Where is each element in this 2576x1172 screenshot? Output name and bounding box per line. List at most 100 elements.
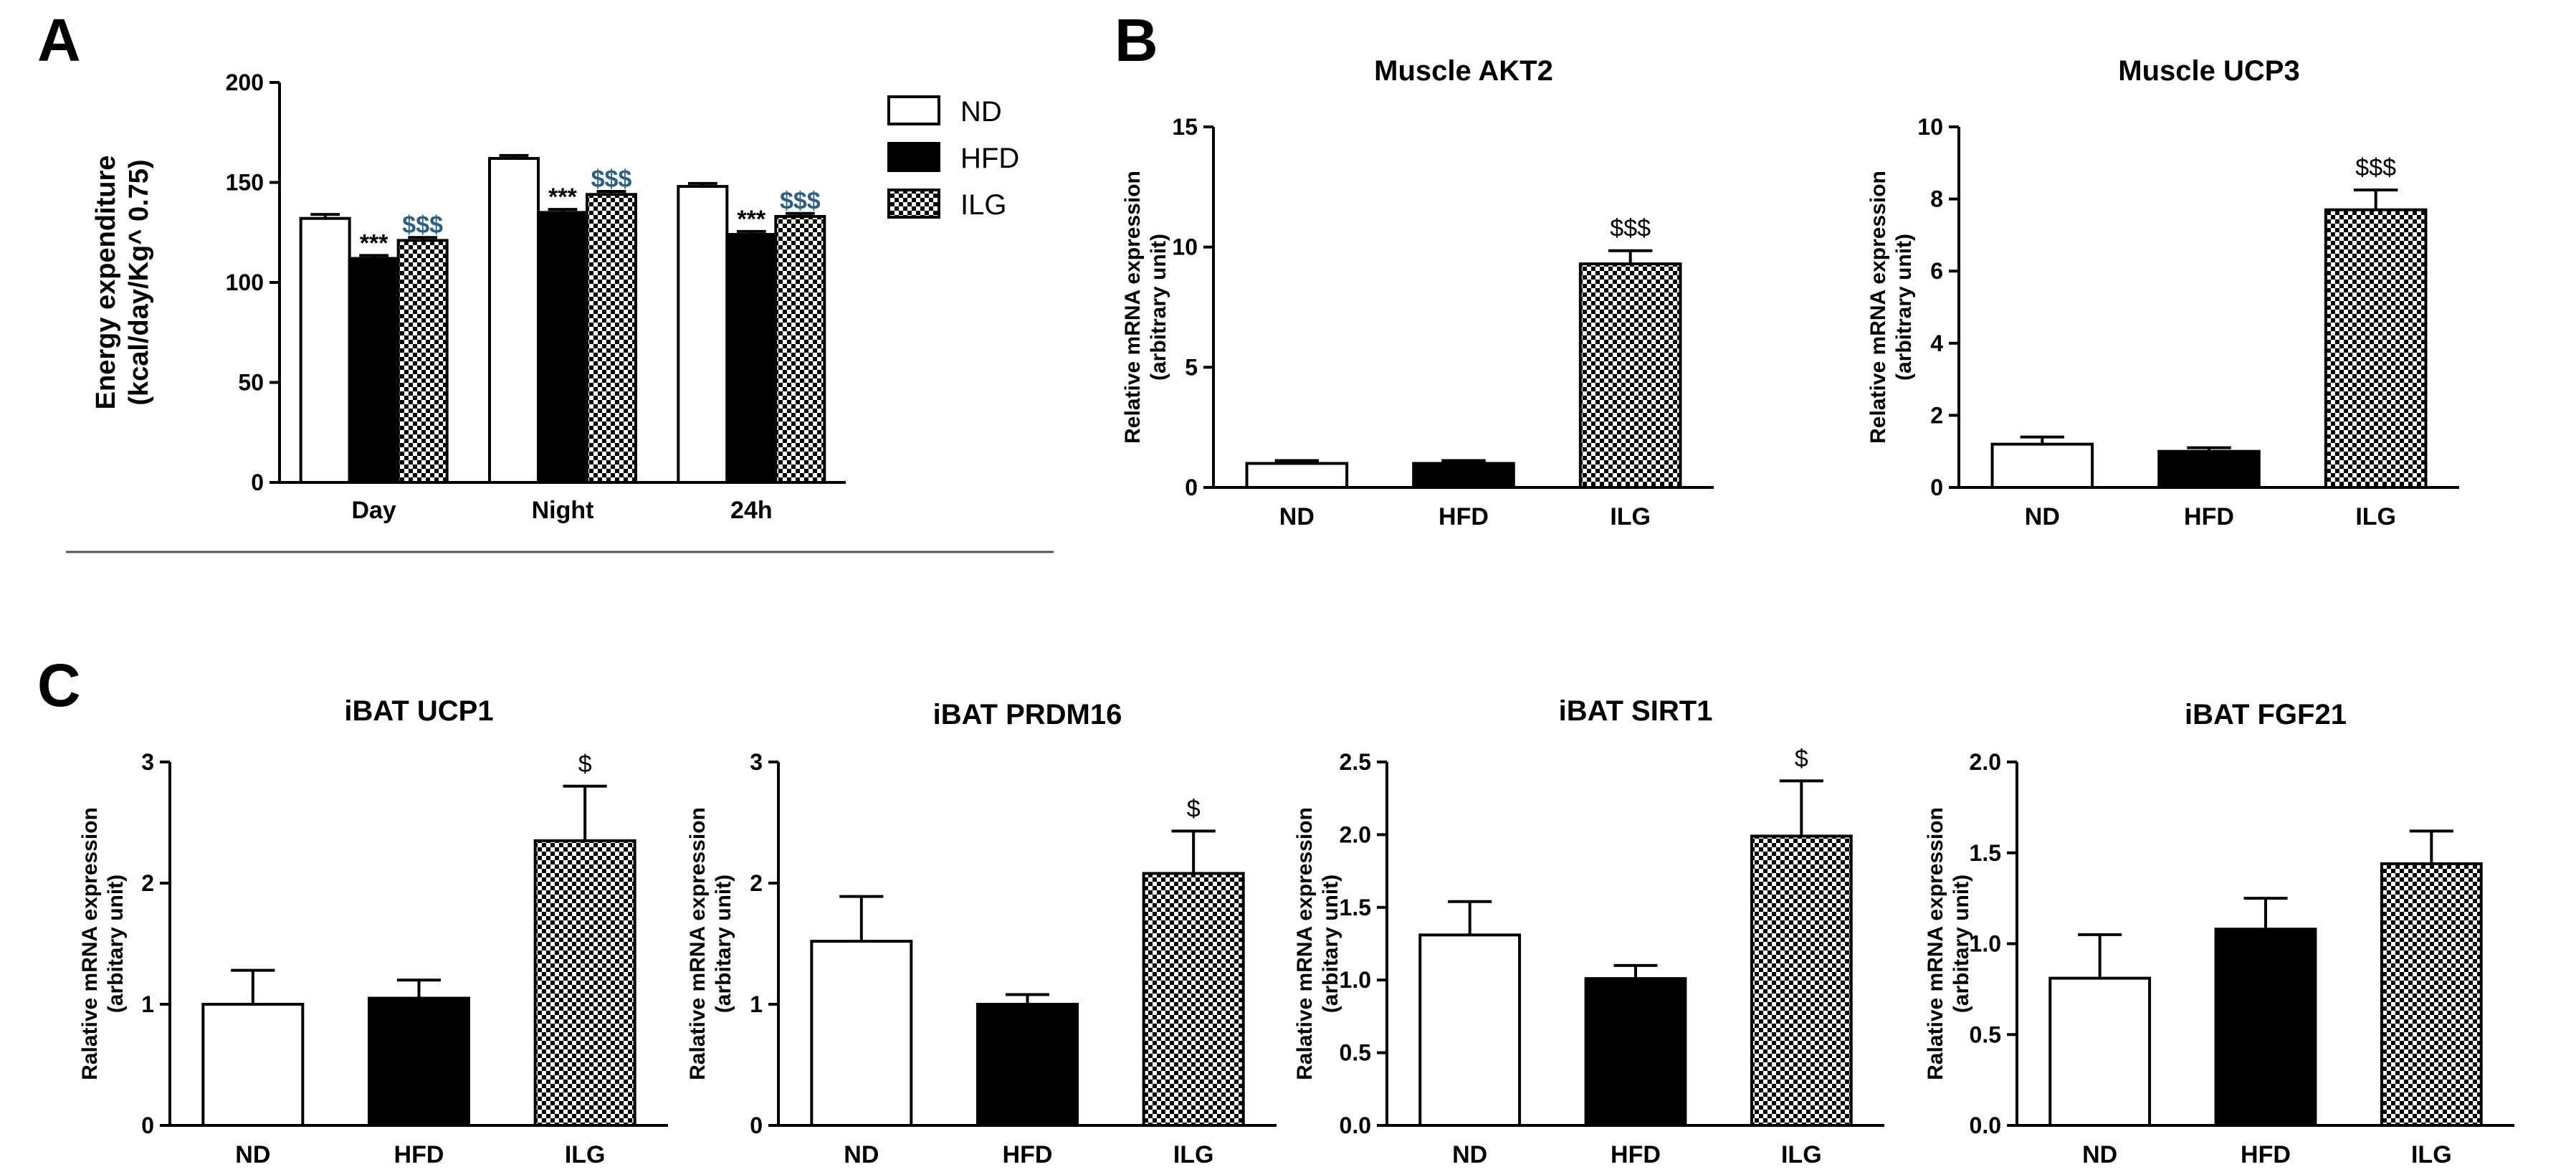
x-category-label: ILG	[565, 1141, 606, 1168]
x-category-label: HFD	[2184, 503, 2234, 530]
chart-energy-expenditure: 0 50 100 150 200 Energy expenditure (kcal/day/…	[91, 70, 846, 524]
x-category-label: ND	[235, 1141, 270, 1168]
y-axis-label: Relative mRNA expression	[1121, 171, 1145, 444]
chart-muscle-akt2: Muscle AKT2 0 5 10 15 Relative mRNA expressio…	[1121, 55, 1714, 530]
panel-letter-b: B	[1115, 6, 1158, 74]
y-tick-label: 100	[226, 270, 264, 295]
x-category-label: Night	[532, 497, 594, 524]
y-axis-label: Ralative mRNA expression	[686, 807, 710, 1080]
y-axis-label: Ralative mRNA expression	[1924, 807, 1947, 1080]
x-category-label: HFD	[1439, 503, 1489, 530]
x-category-label: ND	[1279, 503, 1315, 530]
bar-ilg	[2380, 862, 2483, 1127]
chart-ibat-ucp1: iBAT UCP1 0 1 2 3 Ralative mRNA expression (ar…	[78, 695, 668, 1168]
y-axis-label: (arbitary unit)	[1319, 875, 1342, 1013]
y-tick-label: 2	[1930, 402, 1943, 428]
x-category-label: ILG	[2355, 503, 2396, 530]
significance-annotation: $	[578, 751, 592, 778]
y-tick-label: 1.5	[1340, 895, 1371, 920]
chart-ibat-prdm16: iBAT PRDM16 0 1 2 3 Ralative mRNA expression(…	[686, 699, 1277, 1168]
significance-annotation: $$$	[1610, 215, 1651, 242]
x-category-label: HFD	[394, 1141, 444, 1168]
bar-hfd-day	[348, 257, 400, 484]
x-category-label: ILG	[1781, 1141, 1822, 1168]
bar-hfd	[1584, 977, 1687, 1127]
y-tick-label: 8	[1930, 186, 1943, 212]
x-category-label: ILG	[1610, 503, 1651, 530]
chart-title: iBAT SIRT1	[1559, 695, 1713, 727]
bar-hfd	[2214, 928, 2317, 1127]
y-axis-label: (arbitrary unit)	[1892, 234, 1916, 381]
bar-nd	[2048, 976, 2152, 1128]
panel-letter-c: C	[37, 652, 81, 719]
x-category-label: HFD	[1611, 1141, 1661, 1168]
chart-ibat-fgf21: iBAT FGF21 0.0 0.5 1.0 1.5 2.0 Ralative mRNA e…	[1924, 699, 2514, 1168]
y-tick-label: 4	[1930, 330, 1943, 356]
significance-annotation: ***	[360, 229, 388, 257]
y-tick-label: 0	[141, 1113, 154, 1138]
significance-annotation: $$$	[2355, 154, 2396, 181]
x-category-label: HFD	[1003, 1141, 1053, 1168]
bar-hfd	[1412, 462, 1515, 490]
y-tick-label: 0.5	[1970, 1021, 2001, 1047]
y-tick-label: 1.5	[1970, 840, 2001, 866]
y-axis-label: (arbitary unit)	[1950, 875, 1973, 1013]
significance-annotation: $$$	[402, 211, 443, 239]
bar-ilg-24h	[774, 214, 826, 484]
x-category-label: 24h	[730, 497, 773, 524]
y-tick-label: 3	[141, 749, 154, 775]
significance-annotation: $	[1795, 745, 1808, 772]
y-axis-label: (arbitary unit)	[104, 875, 128, 1013]
significance-annotation: $$$	[780, 188, 821, 215]
y-axis-label: (arbitary unit)	[712, 875, 735, 1013]
y-tick-label: 5	[1185, 354, 1198, 380]
legend-label-hfd: HFD	[960, 143, 1019, 174]
y-tick-label: 2.0	[1970, 749, 2001, 775]
bar-ilg	[1578, 262, 1682, 489]
y-tick-label: 200	[226, 70, 264, 95]
bar-ilg-night	[586, 193, 637, 484]
bar-hfd	[976, 1003, 1079, 1127]
bar-hfd	[2157, 449, 2261, 490]
bar-nd-day	[299, 216, 351, 484]
y-tick-label: 0	[1185, 475, 1198, 500]
y-tick-label: 6	[1930, 258, 1943, 284]
bar-nd	[810, 940, 913, 1127]
y-tick-label: 50	[238, 370, 264, 396]
x-category-label: HFD	[2241, 1141, 2291, 1168]
y-axis-label: Ralative mRNA expression	[1293, 807, 1317, 1080]
legend-swatch-nd	[887, 95, 940, 125]
y-tick-label: 15	[1172, 114, 1198, 140]
legend-swatch-ilg	[887, 189, 940, 219]
chart-title: iBAT FGF21	[2185, 699, 2347, 730]
bar-hfd	[368, 996, 470, 1128]
bar-nd	[201, 1003, 305, 1127]
chart-muscle-ucp3: Muscle UCP3 0 2 4 6 8 10 Relative mRNA expressi…	[1866, 55, 2459, 530]
bar-hfd-24h	[725, 233, 778, 484]
bar-nd	[1245, 462, 1349, 490]
y-axis-label: (kcal/day/Kg^ 0.75)	[124, 159, 154, 405]
chart-title: iBAT UCP1	[344, 695, 493, 727]
bar-nd	[1990, 442, 2094, 490]
bar-nd	[1418, 933, 1522, 1128]
significance-annotation: $	[1187, 795, 1201, 822]
y-tick-label: 0	[251, 470, 264, 495]
y-axis-label: Relative mRNA expression	[1866, 171, 1890, 444]
y-tick-label: 1	[750, 991, 763, 1017]
x-category-label: ILG	[1173, 1141, 1214, 1168]
x-category-label: Day	[351, 497, 396, 524]
x-category-label: ILG	[2411, 1141, 2452, 1168]
x-category-label: ND	[2082, 1141, 2117, 1168]
y-tick-label: 2	[750, 870, 763, 896]
y-tick-label: 0.0	[1340, 1113, 1371, 1138]
legend: ND HFD ILG	[887, 95, 1019, 221]
significance-annotation: ***	[737, 206, 765, 233]
y-tick-label: 1.0	[1340, 967, 1371, 993]
panel-letter-a: A	[37, 6, 81, 74]
y-tick-label: 10	[1172, 234, 1198, 260]
y-tick-label: 2.5	[1340, 749, 1371, 775]
bar-ilg	[1750, 834, 1853, 1127]
y-tick-label: 1.0	[1970, 931, 2001, 957]
significance-annotation: $$$	[591, 166, 632, 193]
